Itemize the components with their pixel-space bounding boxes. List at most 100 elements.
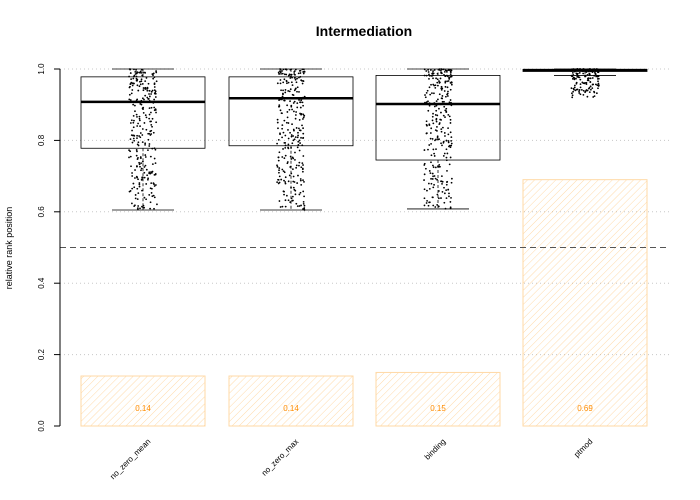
data-point <box>427 182 430 185</box>
data-point <box>447 133 450 136</box>
data-point <box>139 132 142 134</box>
data-point <box>299 178 302 180</box>
data-point <box>450 136 453 139</box>
data-point <box>153 100 156 103</box>
data-point <box>139 83 142 86</box>
data-point <box>283 193 285 196</box>
data-point <box>449 118 452 121</box>
data-point <box>148 194 151 196</box>
data-point <box>440 87 443 90</box>
data-point <box>586 77 589 80</box>
data-point <box>291 84 294 87</box>
bar-value-label: 0.14 <box>283 404 299 413</box>
data-point <box>284 154 287 157</box>
data-point <box>435 120 438 123</box>
data-point <box>147 132 150 135</box>
data-point <box>136 84 139 87</box>
data-point <box>440 111 442 114</box>
data-point <box>129 138 132 141</box>
data-point <box>290 73 293 76</box>
data-point <box>285 194 288 197</box>
data-point <box>281 124 284 127</box>
data-point <box>442 68 445 71</box>
data-point <box>572 73 575 76</box>
data-point <box>450 83 453 86</box>
data-point <box>138 161 141 164</box>
data-point <box>153 106 156 109</box>
data-point <box>449 73 452 76</box>
data-point <box>280 72 282 75</box>
data-point <box>576 72 579 75</box>
data-point <box>136 134 139 137</box>
data-point <box>137 192 140 195</box>
data-point <box>287 180 290 183</box>
data-point <box>446 86 449 89</box>
data-point <box>150 171 152 173</box>
bar <box>80 375 206 427</box>
data-point <box>296 106 299 109</box>
data-point <box>440 197 442 199</box>
data-point <box>131 187 134 190</box>
bar-value-label: 0.15 <box>430 404 446 413</box>
data-point <box>445 183 448 186</box>
data-point <box>298 139 301 142</box>
data-point <box>300 166 303 169</box>
data-point <box>432 112 434 115</box>
data-point <box>446 180 449 183</box>
data-point <box>131 202 133 205</box>
data-point <box>278 181 281 184</box>
data-point <box>154 96 157 98</box>
data-point <box>141 107 144 110</box>
data-point <box>147 138 150 141</box>
data-point <box>597 68 599 71</box>
data-point <box>279 109 282 112</box>
data-point <box>445 102 448 105</box>
data-point <box>430 177 432 180</box>
data-point <box>300 136 302 139</box>
data-point <box>445 156 448 159</box>
data-point <box>592 96 595 98</box>
data-point <box>450 140 453 142</box>
data-point <box>445 110 448 113</box>
data-point <box>298 127 300 130</box>
y-tick-label: 0.6 <box>37 206 46 218</box>
data-point <box>448 115 451 118</box>
data-point <box>450 104 453 107</box>
data-point <box>437 98 439 101</box>
data-point <box>154 148 157 151</box>
data-point <box>293 70 296 73</box>
data-point <box>295 81 298 84</box>
data-point <box>591 70 594 73</box>
data-point <box>295 166 298 169</box>
data-point <box>294 193 297 196</box>
data-point <box>440 175 443 178</box>
data-point <box>148 99 151 102</box>
data-point <box>278 200 281 202</box>
data-point <box>143 176 146 179</box>
bar-value-label: 0.69 <box>577 404 593 413</box>
data-point <box>290 81 293 84</box>
data-point <box>145 116 148 119</box>
data-point <box>302 80 305 82</box>
data-point <box>290 158 293 160</box>
data-point <box>283 171 286 174</box>
data-point <box>301 124 303 127</box>
data-point <box>303 204 306 207</box>
data-point <box>301 170 304 173</box>
data-point <box>148 145 151 147</box>
data-point <box>288 174 291 177</box>
data-point <box>443 201 446 204</box>
data-point <box>284 68 287 71</box>
data-point <box>287 90 290 92</box>
data-point <box>299 112 301 115</box>
data-point <box>290 105 293 108</box>
data-point <box>596 84 599 87</box>
data-point <box>429 74 431 77</box>
data-point <box>432 77 434 80</box>
data-point <box>570 87 573 90</box>
data-point <box>436 72 439 75</box>
data-point <box>440 130 443 133</box>
data-point <box>446 80 449 83</box>
data-point <box>289 68 292 71</box>
data-point <box>135 75 138 78</box>
